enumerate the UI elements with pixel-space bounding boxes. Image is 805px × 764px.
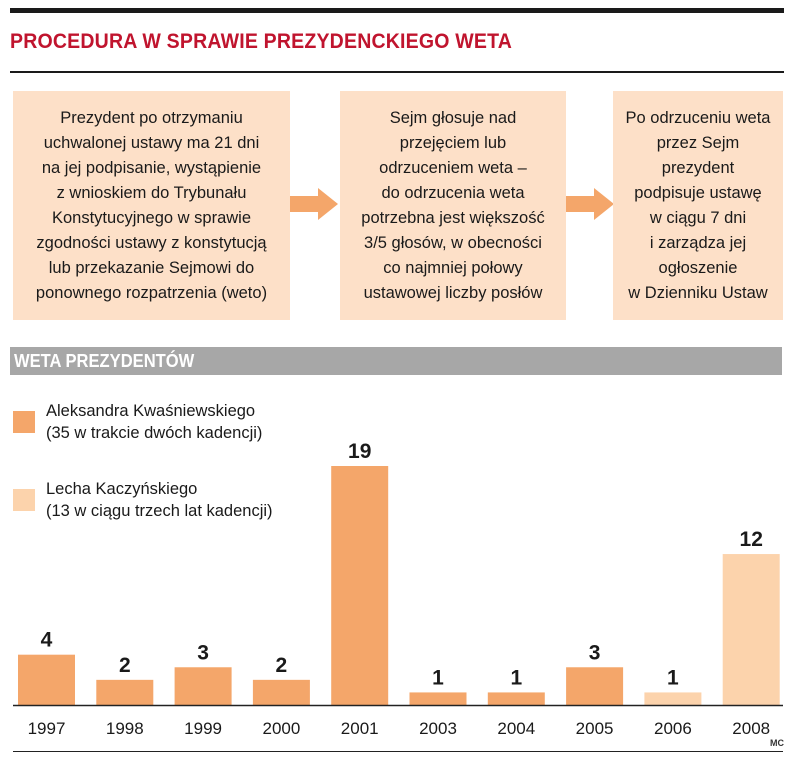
x-tick-label: 1997 xyxy=(28,719,66,738)
page-title: PROCEDURA W SPRAWIE PREZYDENCKIEGO WETA xyxy=(10,30,513,53)
legend-swatch-kaczynski xyxy=(13,489,35,511)
x-tick-label: 2005 xyxy=(576,719,614,738)
bar-value-label: 2 xyxy=(276,654,288,677)
procedure-step-2-text: Sejm głosuje nad przejęciem lub odrzucen… xyxy=(361,108,545,302)
x-tick-label: 2003 xyxy=(419,719,457,738)
title-rule xyxy=(10,71,784,73)
x-tick-label: 1998 xyxy=(106,719,144,738)
bar-value-label: 2 xyxy=(119,654,131,677)
bar-1999 xyxy=(174,667,232,705)
procedure-step-1: Prezydent po otrzymaniu uchwalonej ustaw… xyxy=(13,91,290,320)
top-rule xyxy=(10,8,784,13)
bar-2000 xyxy=(252,679,310,705)
section-title: WETA PREZYDENTÓW xyxy=(14,351,195,371)
bar-2004 xyxy=(487,692,545,705)
legend-swatch-kwasniewski xyxy=(13,411,35,433)
x-tick-label: 2006 xyxy=(654,719,692,738)
bar-2001 xyxy=(331,466,389,705)
x-tick-label: 2000 xyxy=(262,719,300,738)
legend-kwasniewski-name: Aleksandra Kwaśniewskiego xyxy=(46,402,256,420)
procedure-step-2: Sejm głosuje nad przejęciem lub odrzucen… xyxy=(340,91,566,320)
bar-1998 xyxy=(96,679,154,705)
bar-value-label: 1 xyxy=(510,666,522,689)
x-tick-label: 2008 xyxy=(732,719,770,738)
legend-kaczynski-note: (13 w ciągu trzech lat kadencji) xyxy=(46,502,273,520)
legend-kwasniewski-note: (35 w trakcie dwóch kadencji) xyxy=(46,424,263,442)
bar-2006 xyxy=(644,692,702,705)
bar-1997 xyxy=(18,654,75,705)
x-tick-label: 1999 xyxy=(184,719,222,738)
x-tick-label: 2004 xyxy=(497,719,535,738)
bar-value-label: 19 xyxy=(348,440,371,463)
bar-2005 xyxy=(566,667,624,705)
bar-value-label: 1 xyxy=(667,666,679,689)
legend-item-kaczynski: Lecha Kaczyńskiego (13 w ciągu trzech la… xyxy=(46,478,273,522)
bar-value-label: 3 xyxy=(197,641,209,664)
bar-2003 xyxy=(409,692,467,705)
credit: MC xyxy=(770,738,784,748)
bar-value-label: 12 xyxy=(740,528,763,551)
procedure-step-1-text: Prezydent po otrzymaniu uchwalonej ustaw… xyxy=(35,108,268,302)
legend-item-kwasniewski: Aleksandra Kwaśniewskiego (35 w trakcie … xyxy=(46,400,262,444)
bar-value-label: 3 xyxy=(589,641,601,664)
legend-kaczynski-name: Lecha Kaczyńskiego xyxy=(46,480,198,498)
arrow-right-icon xyxy=(566,188,614,220)
arrow-right-icon xyxy=(290,188,338,220)
bar-2008 xyxy=(722,554,780,705)
bar-value-label: 4 xyxy=(41,629,53,652)
procedure-step-3: Po odrzuceniu weta przez Sejm prezydent … xyxy=(613,91,783,320)
section-header: WETA PREZYDENTÓW xyxy=(10,347,782,375)
bar-value-label: 1 xyxy=(432,666,444,689)
x-tick-label: 2001 xyxy=(341,719,379,738)
procedure-step-3-text: Po odrzuceniu weta przez Sejm prezydent … xyxy=(625,108,771,302)
